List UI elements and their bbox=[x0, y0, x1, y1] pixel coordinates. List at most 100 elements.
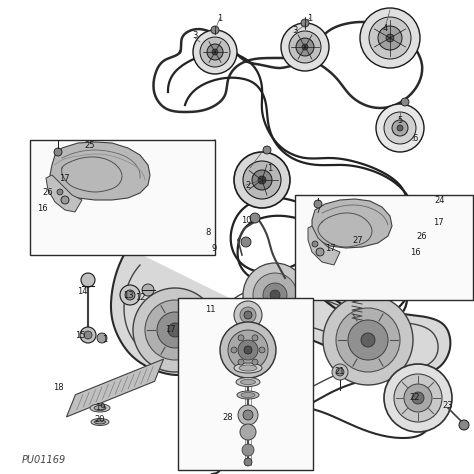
Circle shape bbox=[200, 37, 230, 67]
Circle shape bbox=[252, 359, 258, 365]
Circle shape bbox=[97, 333, 107, 343]
Circle shape bbox=[336, 368, 344, 376]
Text: 11: 11 bbox=[205, 306, 215, 315]
Circle shape bbox=[243, 410, 253, 420]
Circle shape bbox=[263, 146, 271, 154]
Circle shape bbox=[211, 26, 219, 34]
Text: 16: 16 bbox=[36, 203, 47, 212]
Circle shape bbox=[259, 347, 265, 353]
Circle shape bbox=[323, 295, 413, 385]
Ellipse shape bbox=[239, 365, 257, 371]
Circle shape bbox=[234, 152, 290, 208]
Bar bbox=[295, 195, 473, 300]
Text: 6: 6 bbox=[412, 134, 418, 143]
Circle shape bbox=[240, 424, 256, 440]
Text: 26: 26 bbox=[43, 188, 53, 197]
Text: 1: 1 bbox=[307, 13, 313, 22]
Circle shape bbox=[386, 34, 394, 42]
Circle shape bbox=[302, 44, 308, 50]
Circle shape bbox=[296, 38, 314, 56]
Ellipse shape bbox=[94, 405, 106, 410]
Circle shape bbox=[412, 392, 424, 404]
Circle shape bbox=[231, 347, 237, 353]
Circle shape bbox=[270, 290, 280, 300]
Text: 17: 17 bbox=[59, 173, 69, 182]
Circle shape bbox=[84, 331, 92, 339]
Polygon shape bbox=[112, 248, 450, 375]
Circle shape bbox=[142, 284, 154, 296]
Text: 24: 24 bbox=[435, 195, 445, 204]
Text: 20: 20 bbox=[95, 416, 105, 425]
Circle shape bbox=[133, 288, 217, 372]
Circle shape bbox=[241, 237, 251, 247]
Polygon shape bbox=[66, 359, 164, 417]
Text: 17: 17 bbox=[433, 218, 443, 227]
Polygon shape bbox=[50, 142, 150, 200]
Text: 28: 28 bbox=[223, 413, 233, 422]
Text: 27: 27 bbox=[353, 236, 363, 245]
Circle shape bbox=[212, 49, 218, 55]
Ellipse shape bbox=[234, 325, 262, 335]
Ellipse shape bbox=[90, 404, 110, 412]
Circle shape bbox=[459, 420, 469, 430]
Circle shape bbox=[401, 98, 409, 106]
Ellipse shape bbox=[241, 392, 255, 398]
Text: 10: 10 bbox=[241, 216, 251, 225]
Circle shape bbox=[80, 327, 96, 343]
Ellipse shape bbox=[94, 420, 106, 424]
Circle shape bbox=[81, 273, 95, 287]
Text: 9: 9 bbox=[211, 244, 217, 253]
Circle shape bbox=[228, 330, 268, 370]
Text: 19: 19 bbox=[95, 403, 105, 412]
Circle shape bbox=[378, 26, 402, 50]
Text: 2: 2 bbox=[246, 181, 251, 190]
Text: 14: 14 bbox=[77, 288, 87, 297]
Text: 1: 1 bbox=[218, 13, 223, 22]
Circle shape bbox=[316, 248, 324, 256]
Circle shape bbox=[250, 213, 260, 223]
Circle shape bbox=[281, 23, 329, 71]
Circle shape bbox=[157, 312, 193, 348]
Circle shape bbox=[243, 263, 307, 327]
Text: 1: 1 bbox=[102, 336, 108, 345]
Circle shape bbox=[394, 374, 442, 422]
Circle shape bbox=[404, 384, 432, 412]
Text: 25: 25 bbox=[85, 140, 95, 149]
Text: PU01169: PU01169 bbox=[22, 455, 66, 465]
Circle shape bbox=[392, 120, 408, 136]
Circle shape bbox=[369, 17, 411, 59]
Circle shape bbox=[242, 444, 254, 456]
Bar bbox=[178, 298, 313, 470]
Circle shape bbox=[263, 283, 287, 307]
Text: 12: 12 bbox=[135, 293, 145, 302]
Ellipse shape bbox=[91, 419, 109, 426]
Ellipse shape bbox=[239, 327, 257, 333]
Circle shape bbox=[360, 8, 420, 68]
Circle shape bbox=[234, 301, 262, 329]
Circle shape bbox=[336, 308, 400, 372]
Circle shape bbox=[238, 359, 244, 365]
Circle shape bbox=[376, 104, 424, 152]
Text: 21: 21 bbox=[335, 367, 345, 376]
Circle shape bbox=[120, 285, 140, 305]
Circle shape bbox=[240, 307, 256, 323]
Circle shape bbox=[220, 322, 276, 378]
Text: 5: 5 bbox=[397, 116, 402, 125]
Ellipse shape bbox=[234, 363, 262, 373]
Circle shape bbox=[252, 335, 258, 341]
Circle shape bbox=[61, 196, 69, 204]
Text: 18: 18 bbox=[53, 383, 64, 392]
Circle shape bbox=[253, 273, 297, 317]
Ellipse shape bbox=[240, 380, 255, 384]
Circle shape bbox=[207, 44, 223, 60]
Circle shape bbox=[289, 31, 321, 63]
Circle shape bbox=[238, 405, 258, 425]
Text: 8: 8 bbox=[205, 228, 210, 237]
Circle shape bbox=[238, 340, 258, 360]
Text: 13: 13 bbox=[123, 291, 133, 300]
Circle shape bbox=[238, 335, 244, 341]
Circle shape bbox=[168, 323, 182, 337]
Text: 1: 1 bbox=[267, 164, 273, 173]
Circle shape bbox=[397, 125, 403, 131]
Circle shape bbox=[252, 170, 272, 190]
